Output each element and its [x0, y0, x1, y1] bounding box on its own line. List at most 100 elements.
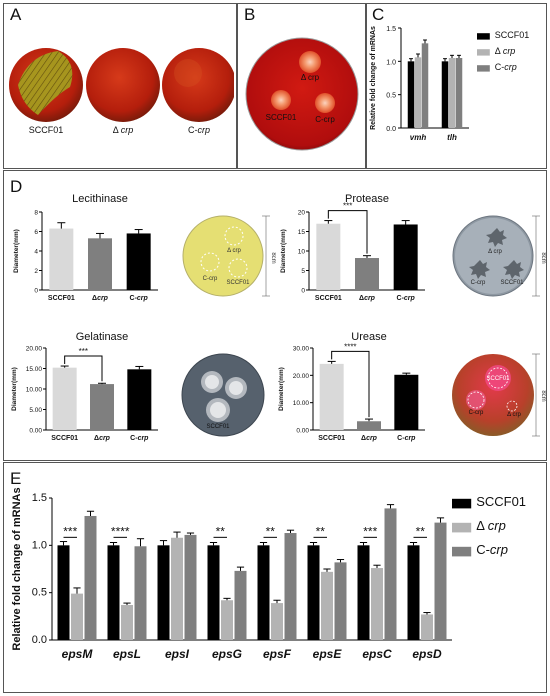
chart-title: Urease	[351, 331, 386, 343]
plate-ccrp	[162, 48, 234, 122]
y-axis-label: Relative fold change of mRNAs	[11, 487, 23, 650]
significance-label: **	[266, 524, 276, 538]
x-tick-label: C-crp	[130, 435, 149, 442]
significance-bracket	[327, 210, 368, 254]
x-tick-label: vmh	[410, 133, 427, 142]
bar	[88, 238, 112, 290]
x-tick-label: C-crp	[397, 295, 416, 302]
significance-label: ****	[344, 342, 356, 351]
bar	[127, 369, 152, 430]
y-tick-label: 1.5	[32, 492, 47, 504]
bar	[334, 562, 347, 640]
hemolysis-spot-dcrp	[299, 51, 321, 73]
svg-text:SCCF01: SCCF01	[266, 113, 297, 122]
y-axis-label: Diameter(mm)	[13, 229, 20, 273]
y-tick-label: 1.0	[32, 539, 47, 551]
x-tick-label: SCCF01	[318, 435, 345, 442]
panel-label-e: E	[10, 469, 22, 488]
chart-c: 0.0 0.5 1.0 1.5 Relative fold change of mRNA…	[370, 26, 529, 142]
x-tick-label: epsL	[113, 647, 141, 661]
panel-e-border	[3, 462, 547, 693]
svg-text:SCCF01: SCCF01	[486, 376, 510, 382]
svg-text:Δ crp: Δ crp	[488, 249, 502, 255]
y-tick-label: 0.0	[386, 126, 396, 133]
bar	[121, 604, 133, 640]
x-tick-label: tlh	[447, 133, 457, 142]
y-tick-label: 10.00	[26, 387, 43, 394]
significance-label: ***	[79, 347, 88, 356]
plate-dcrp	[86, 48, 160, 122]
x-tick-label: epsC	[362, 647, 392, 661]
bar	[371, 568, 383, 640]
x-tick-label: epsD	[412, 647, 442, 661]
legend-swatch	[477, 33, 490, 40]
significance-bracket	[331, 350, 370, 418]
panel-a-plates	[9, 48, 234, 122]
significance-label: ***	[63, 524, 77, 538]
panel-b-border	[237, 3, 366, 169]
x-tick-label: Δcrp	[359, 295, 376, 302]
x-tick-label: epsI	[165, 647, 190, 661]
chart-e: 0.0 0.5 1.0 1.5 Relative fold change of mRNA…	[11, 487, 526, 661]
ruler-text-lecithinase: 8cm	[270, 252, 276, 263]
bar	[448, 58, 456, 128]
legend-swatch	[452, 546, 472, 557]
legend-label: Δ crp	[495, 46, 516, 56]
bar	[394, 374, 419, 430]
bar	[321, 571, 333, 640]
bar	[357, 421, 381, 430]
y-axis-label: Diameter(mm)	[278, 367, 285, 411]
x-tick-label: Δcrp	[361, 435, 378, 442]
svg-text:Δ crp: Δ crp	[301, 73, 320, 82]
y-axis-label: Diameter(mm)	[280, 229, 287, 273]
y-tick-label: 8	[34, 210, 38, 217]
x-tick-label: epsF	[263, 647, 292, 661]
bar	[271, 603, 283, 640]
x-tick-label: C-crp	[397, 435, 416, 442]
y-tick-label: 20	[298, 210, 306, 217]
y-tick-label: 1.0	[386, 59, 396, 66]
legend-label: SCCF01	[476, 494, 526, 509]
bar	[234, 570, 247, 640]
bar	[90, 384, 114, 430]
bar	[307, 545, 320, 640]
plate-gelatinase: SCCF01	[181, 353, 265, 437]
svg-text:SCCF01: SCCF01	[226, 280, 250, 286]
ruler-text-protease: 8cm	[540, 252, 546, 263]
significance-label: ****	[111, 524, 130, 538]
y-tick-label: 10.00	[293, 400, 310, 407]
plate-protease: Δ crp C-crp SCCF01 8cm	[452, 215, 546, 297]
x-tick-label: epsM	[62, 647, 94, 661]
x-tick-label: Δcrp	[94, 435, 111, 442]
y-tick-label: 4	[34, 249, 38, 256]
bar	[434, 522, 447, 640]
bar	[207, 545, 220, 640]
label-dcrp: Δ crp	[301, 73, 320, 82]
y-tick-label: 20.00	[293, 373, 310, 380]
bar	[107, 545, 120, 640]
svg-text:8cm: 8cm	[540, 252, 546, 263]
chart-title: Protease	[345, 193, 389, 205]
y-tick-label: 0.00	[296, 428, 309, 435]
bar	[221, 600, 233, 640]
bar	[84, 515, 97, 640]
bar	[421, 43, 429, 129]
y-tick-label: 20.00	[26, 346, 43, 353]
y-tick-label: 15	[298, 229, 306, 236]
bar	[134, 546, 147, 640]
y-tick-label: 30.00	[293, 346, 310, 353]
bar	[71, 593, 83, 640]
label-sccf01: SCCF01	[266, 113, 297, 122]
panel-label-d: D	[10, 177, 23, 196]
x-tick-label: SCCF01	[315, 295, 342, 302]
significance-label: ***	[363, 524, 377, 538]
bar	[184, 534, 197, 640]
y-tick-label: 5.00	[29, 407, 42, 414]
svg-text:8cm: 8cm	[270, 252, 276, 263]
panel-b-plate: Δ crp SCCF01 C-crp	[245, 37, 359, 151]
bar	[157, 545, 170, 640]
y-tick-label: 1.5	[386, 26, 396, 33]
plate-urease: SCCF01 C-crp Δ crp 8cm	[452, 353, 546, 437]
svg-text:8cm: 8cm	[540, 390, 546, 401]
y-tick-label: 0.0	[32, 634, 47, 646]
